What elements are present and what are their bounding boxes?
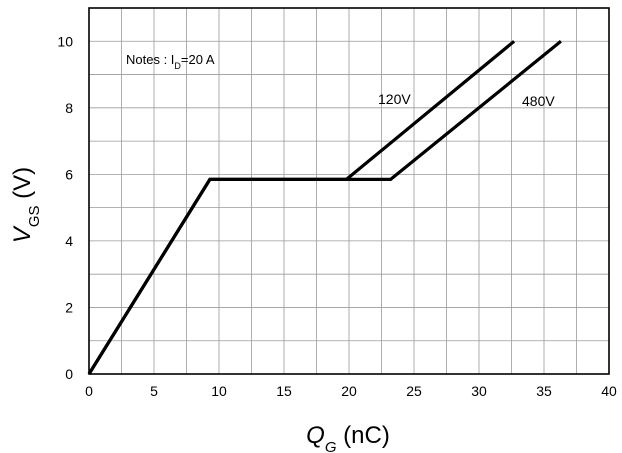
y-tick-label: 4: [65, 233, 73, 249]
x-tick-label: 25: [406, 383, 422, 399]
x-tick-label: 15: [276, 383, 292, 399]
x-tick-label: 20: [341, 383, 357, 399]
x-tick-label: 35: [536, 383, 552, 399]
x-axis-label: QG (nC): [306, 422, 390, 453]
note-annotation: Notes : ID=20 A: [126, 52, 215, 71]
x-tick-labels: 0 5 10 15 20 25 30 35 40: [85, 383, 617, 399]
series-label-480v: 480V: [522, 93, 555, 109]
series-lines: [87, 40, 562, 375]
y-tick-label: 6: [65, 166, 73, 182]
x-tick-label: 30: [471, 383, 487, 399]
y-tick-label: 8: [65, 100, 73, 116]
series-label-120v: 120V: [378, 91, 411, 107]
x-tick-label: 40: [601, 383, 617, 399]
x-tick-label: 10: [211, 383, 227, 399]
y-tick-label: 2: [65, 299, 73, 315]
y-tick-label: 10: [57, 33, 73, 49]
y-tick-labels: 0 2 4 6 8 10: [57, 33, 73, 382]
plot-frame: [88, 7, 610, 375]
x-tick-label: 0: [85, 383, 93, 399]
y-axis-label: VGS (V): [9, 167, 43, 243]
y-tick-label: 0: [65, 366, 73, 382]
series-line-480v: [87, 40, 562, 375]
x-tick-label: 5: [150, 383, 158, 399]
